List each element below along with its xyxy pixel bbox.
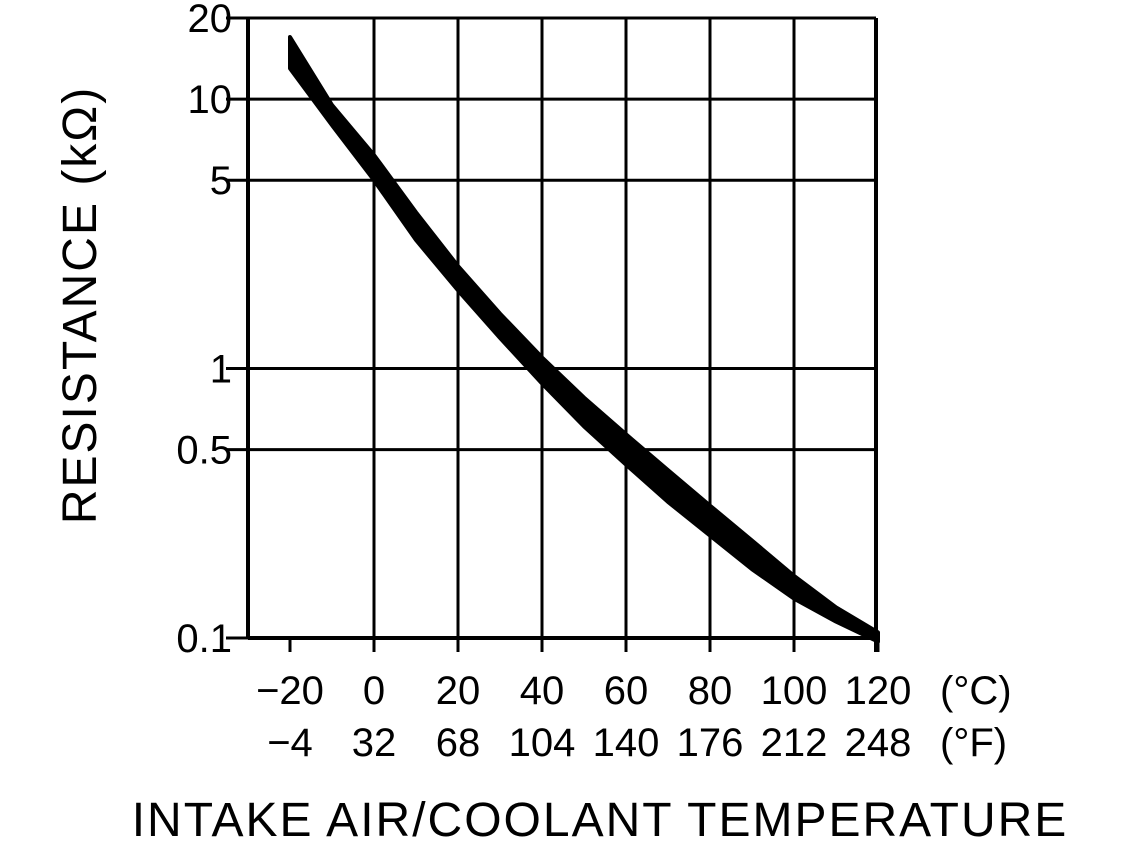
x-tick-label-fahrenheit: 140 (593, 721, 660, 765)
x-tick-label-fahrenheit: 68 (436, 721, 481, 765)
x-tick-label-celsius: 100 (761, 669, 828, 713)
y-tick-label: 0.1 (176, 617, 232, 661)
x-axis-title: INTAKE AIR/COOLANT TEMPERATURE (132, 794, 1069, 847)
series-group (288, 35, 880, 644)
x-tick-label-celsius: 80 (688, 669, 733, 713)
x-tick-label-celsius: 120 (845, 669, 912, 713)
x-tick-label-celsius: 0 (363, 669, 385, 713)
tick-labels: 0.1 0.5 1 5 10 20 −20 −4 0 32 20 68 40 104 60 140 80 176 1… (176, 0, 1011, 765)
y-axis-title: RESISTANCE (kΩ) (54, 86, 107, 524)
x-unit-label-fahrenheit: (°F) (940, 721, 1007, 765)
grid-lines (248, 16, 876, 640)
x-tick-label-celsius: −20 (256, 669, 324, 713)
x-unit-label-celsius: (°C) (940, 669, 1012, 713)
x-tick-label-fahrenheit: −4 (267, 721, 313, 765)
y-tick-label: 0.5 (176, 429, 232, 473)
y-tick-label: 1 (210, 348, 232, 392)
x-tick-label-fahrenheit: 248 (845, 721, 912, 765)
x-tick-label-fahrenheit: 212 (761, 721, 828, 765)
y-tick-label: 20 (188, 0, 233, 41)
x-tick-label-celsius: 60 (604, 669, 649, 713)
x-tick-label-fahrenheit: 176 (677, 721, 744, 765)
x-tick-label-celsius: 40 (520, 669, 565, 713)
y-tick-label: 10 (188, 78, 233, 122)
resistance-band-series (288, 35, 880, 644)
plot-axes (226, 16, 880, 652)
x-tick-label-fahrenheit: 104 (509, 721, 576, 765)
y-tick-label: 5 (210, 159, 232, 203)
x-tick-label-celsius: 20 (436, 669, 481, 713)
x-tick-label-fahrenheit: 32 (352, 721, 397, 765)
